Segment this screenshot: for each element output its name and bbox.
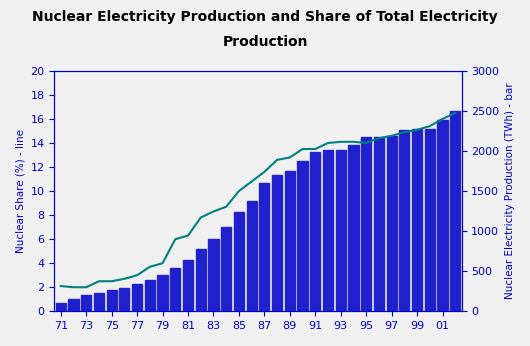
Bar bbox=[183, 260, 193, 311]
Bar bbox=[68, 299, 78, 311]
Bar bbox=[310, 152, 320, 311]
Bar bbox=[94, 293, 104, 311]
Bar bbox=[259, 183, 269, 311]
Bar bbox=[285, 171, 295, 311]
Bar bbox=[374, 137, 384, 311]
Bar bbox=[246, 201, 257, 311]
Bar bbox=[132, 284, 142, 311]
Bar bbox=[157, 275, 167, 311]
Y-axis label: Nuclear Share (%) - line: Nuclear Share (%) - line bbox=[15, 129, 25, 253]
Bar bbox=[81, 295, 91, 311]
Bar bbox=[335, 150, 346, 311]
Text: Nuclear Electricity Production and Share of Total Electricity: Nuclear Electricity Production and Share… bbox=[32, 10, 498, 24]
Bar bbox=[361, 137, 371, 311]
Bar bbox=[386, 136, 396, 311]
Bar bbox=[221, 227, 231, 311]
Bar bbox=[208, 239, 218, 311]
Bar bbox=[272, 175, 282, 311]
Bar bbox=[412, 129, 422, 311]
Bar bbox=[107, 290, 117, 311]
Bar bbox=[348, 145, 358, 311]
Bar bbox=[119, 288, 129, 311]
Bar bbox=[56, 303, 66, 311]
Bar bbox=[425, 129, 435, 311]
Text: Production: Production bbox=[222, 35, 308, 48]
Bar bbox=[170, 268, 180, 311]
Bar bbox=[297, 162, 307, 311]
Bar bbox=[450, 111, 461, 311]
Y-axis label: Nuclear Electricity Production (TWh) - bar: Nuclear Electricity Production (TWh) - b… bbox=[505, 83, 515, 299]
Bar bbox=[437, 120, 448, 311]
Bar bbox=[234, 212, 244, 311]
Bar bbox=[145, 280, 155, 311]
Bar bbox=[323, 150, 333, 311]
Bar bbox=[196, 249, 206, 311]
Bar bbox=[399, 130, 410, 311]
